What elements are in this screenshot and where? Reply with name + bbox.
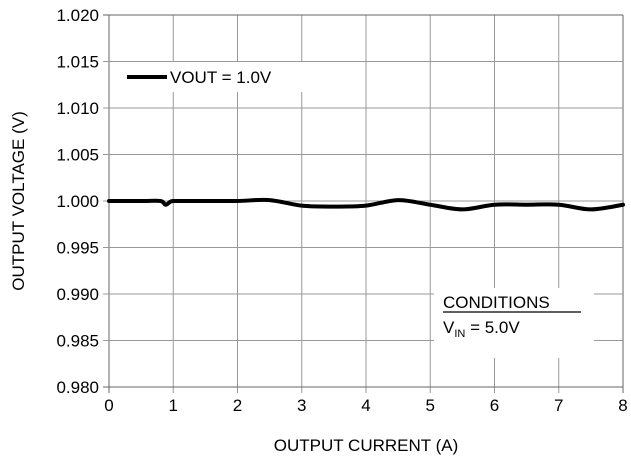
x-axis-title: OUTPUT CURRENT (A) xyxy=(274,436,459,455)
y-tick-label: 0.985 xyxy=(56,332,99,351)
x-tick-label: 4 xyxy=(361,396,370,415)
x-tick-label: 2 xyxy=(233,396,242,415)
grid-lines xyxy=(103,14,624,393)
y-tick-label: 0.990 xyxy=(56,285,99,304)
x-tick-label: 8 xyxy=(618,396,627,415)
conditions-background xyxy=(434,288,594,358)
y-tick-label: 1.005 xyxy=(56,146,99,165)
x-tick-label: 7 xyxy=(554,396,563,415)
conditions-vin: VIN = 5.0V xyxy=(443,318,520,340)
conditions-title: CONDITIONS xyxy=(443,293,550,312)
y-tick-label: 1.015 xyxy=(56,53,99,72)
x-tick-label: 0 xyxy=(104,396,113,415)
y-tick-label: 1.020 xyxy=(56,6,99,25)
y-tick-label: 0.995 xyxy=(56,239,99,258)
y-tick-label: 0.980 xyxy=(56,378,99,397)
y-axis-title: OUTPUT VOLTAGE (V) xyxy=(9,111,28,290)
x-tick-label: 5 xyxy=(426,396,435,415)
x-tick-label: 6 xyxy=(490,396,499,415)
legend-label: VOUT = 1.0V xyxy=(170,68,272,87)
y-tick-label: 1.000 xyxy=(56,192,99,211)
y-tick-label: 1.010 xyxy=(56,99,99,118)
x-tick-label: 1 xyxy=(169,396,178,415)
series-line-vout xyxy=(107,197,625,212)
tick-labels: 0 1 2 3 4 5 6 7 8 0.980 0.985 0.990 0.995 1.000 1.005 1… xyxy=(56,6,627,415)
x-tick-label: 3 xyxy=(297,396,306,415)
